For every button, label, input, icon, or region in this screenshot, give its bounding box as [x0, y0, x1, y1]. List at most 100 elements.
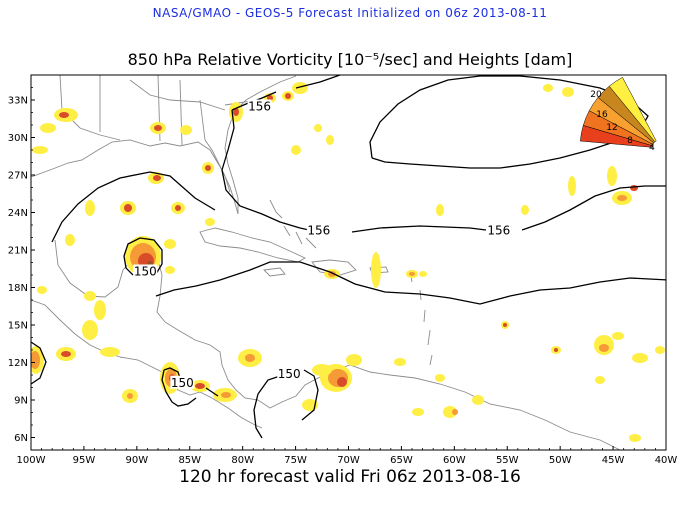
vort-cell — [154, 125, 162, 131]
vort-cell — [285, 93, 291, 99]
header-initialization-text: NASA/GMAO - GEOS-5 Forecast Initialized … — [152, 6, 548, 20]
contour-156-gulf — [51, 171, 216, 243]
colorbar-wedge: 20 16 12 8 4 — [580, 77, 657, 153]
lon-tick-label: 100W — [17, 455, 46, 466]
vort-cell — [180, 125, 192, 135]
colorbar-segment — [608, 77, 657, 143]
vort-cell — [175, 205, 181, 211]
vort-cell — [452, 409, 458, 415]
map-area — [31, 75, 666, 450]
lon-tick-label: 45W — [602, 455, 625, 466]
vort-cell — [84, 291, 96, 301]
vort-cell — [435, 374, 445, 382]
vort-cell — [127, 393, 133, 399]
vort-cell — [337, 377, 347, 387]
vort-cell — [205, 218, 215, 226]
vort-cell — [543, 84, 553, 92]
colorbar-label: 16 — [596, 110, 608, 120]
contour-label: 150 — [134, 265, 157, 279]
vort-cell — [409, 272, 415, 276]
contour-label-bg — [306, 223, 331, 237]
lat-ticks: 6N 9N 12N 15N 18N 21N 24N 27N 30N 33N — [8, 74, 35, 451]
vort-cell — [37, 286, 47, 294]
vort-cell — [32, 146, 48, 154]
lon-tick-label: 65W — [390, 455, 413, 466]
colorbar-label: 20 — [590, 90, 602, 100]
lon-tick-label: 55W — [496, 455, 519, 466]
lon-tick-label: 90W — [126, 455, 149, 466]
lon-tick-label: 80W — [231, 455, 254, 466]
vort-cell — [326, 135, 334, 145]
vort-cell — [205, 165, 211, 171]
lat-tick-label: 33N — [8, 96, 28, 107]
vort-cell — [562, 87, 574, 97]
lat-tick-label: 6N — [14, 433, 28, 444]
vort-cell — [630, 185, 638, 191]
lat-tick-label: 15N — [8, 321, 28, 332]
forecast-valid-text: 120 hr forecast valid Fri 06z 2013-08-16 — [179, 467, 521, 487]
vort-cell — [655, 346, 665, 354]
vort-cell — [195, 383, 205, 389]
lon-tick-label: 40W — [655, 455, 678, 466]
vort-cell — [59, 112, 69, 118]
vort-cell — [291, 145, 301, 155]
colorbar-label: 12 — [606, 123, 617, 133]
vort-cell — [568, 176, 576, 196]
lon-tick-label: 75W — [284, 455, 307, 466]
vort-cell — [419, 271, 427, 277]
lon-tick-label: 60W — [443, 455, 466, 466]
lat-tick-label: 24N — [8, 208, 28, 219]
vort-cell — [40, 123, 56, 133]
vort-cell — [65, 234, 75, 246]
vort-cell — [153, 175, 161, 181]
contour-150-pacific — [31, 341, 47, 385]
contour-label: 156 — [248, 100, 271, 114]
vort-cell — [554, 348, 558, 352]
vort-cell — [61, 351, 71, 357]
colorbar-label: 8 — [627, 136, 633, 146]
lon-ticks: 100W 95W 90W 85W 80W 75W 70W 65W 60W 55W 50W 45W 40W — [17, 446, 678, 466]
lat-tick-label: 27N — [8, 171, 28, 182]
lon-tick-label: 85W — [178, 455, 201, 466]
lat-tick-label: 21N — [8, 246, 28, 257]
plot-title: 850 hPa Relative Vorticity [10⁻⁵/sec] an… — [127, 50, 573, 69]
lat-tick-label: 9N — [14, 396, 28, 407]
contour-150-colombia — [253, 369, 319, 439]
vort-cell — [472, 395, 484, 405]
vort-cell — [221, 392, 231, 398]
contour-labels: 156 156 156 150 150 150 — [133, 99, 511, 390]
lat-tick-label: 30N — [8, 133, 28, 144]
contour-label: 150 — [278, 367, 301, 381]
vort-cell — [394, 358, 406, 366]
coastlines — [31, 75, 621, 450]
vort-cell — [164, 239, 176, 249]
contour-label: 156 — [487, 223, 510, 237]
contour-154-south — [155, 261, 666, 305]
contour-label-bg — [170, 375, 195, 389]
vort-cell — [436, 204, 444, 216]
lon-tick-label: 95W — [73, 455, 96, 466]
colorbar-label: 4 — [649, 143, 655, 153]
vort-cell — [124, 204, 132, 212]
vort-cell — [632, 353, 648, 363]
vort-cell — [82, 320, 98, 340]
lat-tick-label: 18N — [8, 283, 28, 294]
contour-label-bg — [247, 99, 272, 113]
vort-cell — [412, 408, 424, 416]
contour-label-bg — [486, 223, 511, 237]
contour-150-yucatan — [123, 237, 163, 276]
vort-cell — [617, 195, 627, 201]
vort-cell — [443, 406, 457, 418]
lon-tick-label: 50W — [549, 455, 572, 466]
contour-150-honduras — [161, 367, 219, 407]
vort-cell — [521, 205, 529, 215]
vort-cell — [100, 347, 120, 357]
vort-cell — [612, 332, 624, 340]
vorticity-shading — [31, 82, 665, 442]
vort-cell — [607, 166, 617, 186]
vort-cell — [233, 108, 239, 116]
vort-cell — [292, 82, 308, 94]
vort-cell — [595, 376, 605, 384]
contour-label-bg — [277, 367, 302, 380]
